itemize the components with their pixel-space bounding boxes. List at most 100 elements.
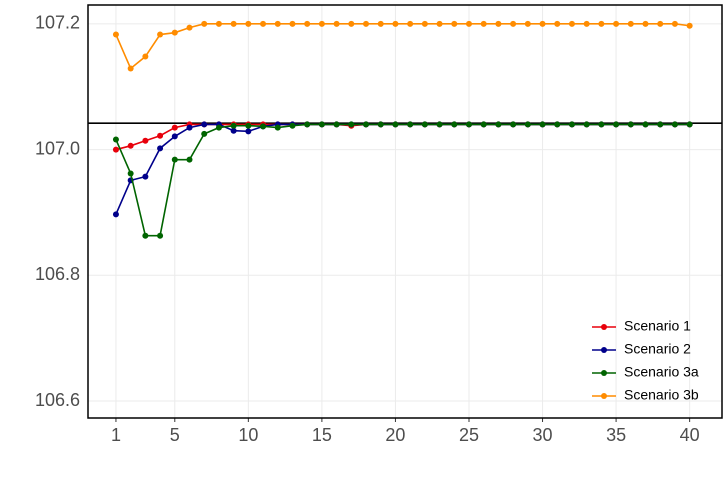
data-point — [230, 122, 237, 129]
data-point — [495, 20, 502, 27]
x-tick-label: 40 — [680, 425, 700, 445]
data-point — [480, 121, 487, 128]
data-point — [318, 20, 325, 27]
data-point — [363, 20, 370, 27]
data-point — [451, 20, 458, 27]
data-point — [260, 123, 267, 130]
data-point — [230, 20, 237, 27]
data-point — [157, 132, 164, 139]
data-point — [245, 128, 252, 135]
legend-label: Scenario 3b — [624, 387, 699, 403]
data-point — [289, 20, 296, 27]
data-point — [186, 124, 193, 131]
data-point — [186, 156, 193, 163]
data-point — [377, 121, 384, 128]
legend-key-point — [601, 370, 607, 376]
data-point — [333, 20, 340, 27]
data-point — [421, 20, 428, 27]
data-point — [127, 170, 134, 177]
data-point — [157, 232, 164, 239]
data-point — [260, 20, 267, 27]
data-point — [186, 24, 193, 31]
data-point — [627, 20, 634, 27]
legend-key-point — [601, 324, 607, 330]
data-point — [304, 121, 311, 128]
data-point — [598, 121, 605, 128]
x-tick-label: 20 — [385, 425, 405, 445]
data-point — [157, 31, 164, 38]
data-point — [568, 121, 575, 128]
data-point — [657, 121, 664, 128]
y-tick-label: 107.2 — [35, 13, 80, 33]
data-point — [539, 121, 546, 128]
data-point — [671, 121, 678, 128]
data-point — [157, 145, 164, 152]
data-point — [657, 20, 664, 27]
plot-border — [87, 4, 723, 419]
legend-label: Scenario 2 — [624, 341, 691, 357]
data-point — [510, 121, 517, 128]
data-point — [171, 133, 178, 140]
x-tick-label: 30 — [533, 425, 553, 445]
legend-key-point — [601, 393, 607, 399]
data-point — [480, 20, 487, 27]
data-point — [495, 121, 502, 128]
data-point — [112, 211, 119, 218]
data-point — [671, 20, 678, 27]
data-point — [407, 20, 414, 27]
data-point — [171, 29, 178, 36]
data-point — [245, 20, 252, 27]
x-tick-label: 5 — [170, 425, 180, 445]
data-point — [465, 121, 472, 128]
data-point — [392, 121, 399, 128]
data-point — [127, 142, 134, 149]
data-point — [215, 20, 222, 27]
series-line — [115, 123, 690, 237]
data-point — [142, 53, 149, 60]
data-point — [510, 20, 517, 27]
x-tick-label: 1 — [111, 425, 121, 445]
legend-label: Scenario 3a — [624, 364, 699, 380]
data-point — [171, 124, 178, 131]
data-point — [686, 22, 693, 29]
data-point — [318, 121, 325, 128]
series-line — [115, 23, 690, 70]
data-point — [524, 121, 531, 128]
data-point — [524, 20, 531, 27]
data-point — [142, 232, 149, 239]
data-point — [377, 20, 384, 27]
y-tick-label: 106.8 — [35, 264, 80, 284]
data-point — [392, 20, 399, 27]
legend-label: Scenario 1 — [624, 318, 691, 334]
data-point — [613, 121, 620, 128]
data-point — [304, 20, 311, 27]
x-tick-label: 10 — [238, 425, 258, 445]
data-point — [642, 20, 649, 27]
y-tick-label: 106.6 — [35, 390, 80, 410]
data-point — [112, 136, 119, 143]
data-point — [333, 121, 340, 128]
data-point — [245, 122, 252, 129]
x-tick-label: 25 — [459, 425, 479, 445]
data-point — [539, 20, 546, 27]
data-point — [627, 121, 634, 128]
data-point — [348, 121, 355, 128]
data-point — [274, 124, 281, 131]
x-tick-label: 15 — [312, 425, 332, 445]
data-point — [289, 122, 296, 129]
data-point — [201, 130, 208, 137]
y-tick-label: 107.0 — [35, 138, 80, 158]
x-tick-label: 35 — [606, 425, 626, 445]
data-point — [142, 173, 149, 180]
data-point — [363, 121, 370, 128]
data-point — [686, 121, 693, 128]
data-point — [451, 121, 458, 128]
data-point — [201, 20, 208, 27]
data-point — [554, 20, 561, 27]
data-point — [274, 20, 281, 27]
data-point — [568, 20, 575, 27]
data-point — [112, 31, 119, 38]
data-point — [465, 20, 472, 27]
data-point — [421, 121, 428, 128]
data-point — [583, 20, 590, 27]
